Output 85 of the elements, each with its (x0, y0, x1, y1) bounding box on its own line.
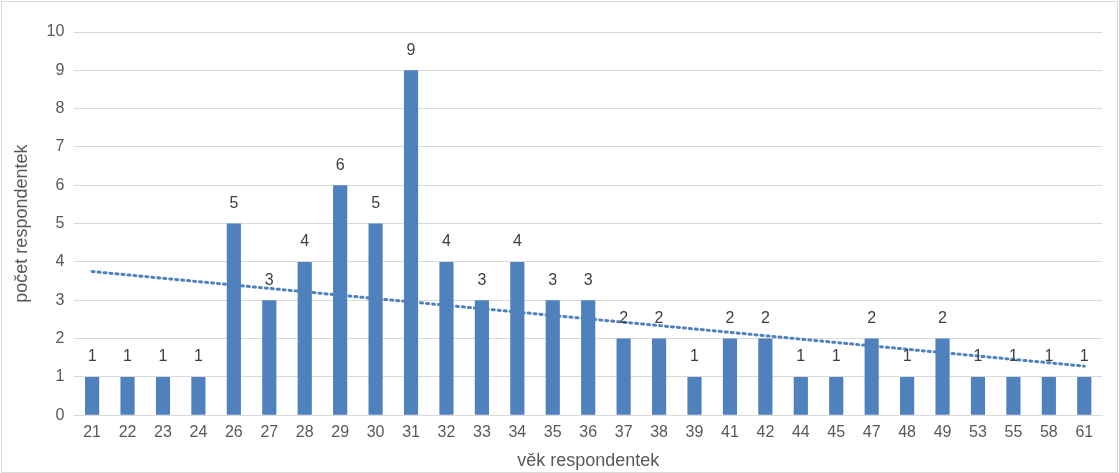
data-label: 1 (158, 347, 168, 365)
data-label: 1 (796, 347, 806, 365)
x-tick-label: 26 (224, 423, 243, 441)
y-tick-label: 5 (55, 214, 65, 232)
y-tick-label: 9 (55, 60, 65, 78)
x-axis-title: věk respondentek (517, 450, 661, 471)
bar (1077, 376, 1092, 415)
data-label: 1 (831, 347, 841, 365)
bar (1006, 376, 1021, 415)
data-label: 1 (1079, 347, 1089, 365)
data-label: 3 (477, 270, 487, 288)
y-axis-title: počet respondentek (10, 143, 31, 303)
data-label: 5 (371, 194, 381, 212)
x-tick-label: 28 (295, 423, 314, 441)
x-tick-label: 27 (260, 423, 279, 441)
data-label: 2 (725, 308, 735, 326)
data-label: 1 (1008, 347, 1018, 365)
data-label: 5 (229, 194, 239, 212)
x-tick-label: 34 (508, 423, 527, 441)
y-tick-label: 6 (55, 175, 65, 193)
x-tick-label: 53 (969, 423, 987, 441)
data-label: 1 (902, 347, 912, 365)
x-tick-label: 38 (650, 423, 669, 441)
x-tick-label: 22 (118, 423, 137, 441)
x-tick-label: 30 (366, 423, 385, 441)
data-label: 2 (867, 308, 877, 326)
bar (616, 338, 631, 415)
data-label: 4 (512, 232, 522, 250)
y-tick-label: 3 (55, 290, 65, 308)
data-label: 3 (548, 270, 558, 288)
bar (687, 376, 702, 415)
x-tick-label: 23 (154, 423, 172, 441)
data-label: 1 (123, 347, 133, 365)
x-tick-label: 42 (756, 423, 775, 441)
x-tick-label: 41 (721, 423, 739, 441)
x-tick-label: 35 (543, 423, 562, 441)
y-tick-label: 7 (55, 137, 65, 155)
y-tick-label: 0 (55, 405, 65, 423)
bar (1041, 376, 1056, 415)
x-tick-label: 32 (437, 423, 456, 441)
x-tick-label: 21 (83, 423, 102, 441)
x-tick-label: 61 (1075, 423, 1094, 441)
x-tick-label: 47 (862, 423, 881, 441)
x-tick-label: 58 (1039, 423, 1058, 441)
x-tick-label: 31 (402, 423, 421, 441)
y-tick-label: 10 (46, 22, 65, 40)
y-tick-label: 8 (55, 99, 65, 117)
bar (262, 300, 277, 415)
bar (191, 376, 206, 415)
data-label: 2 (760, 308, 770, 326)
bar (793, 376, 808, 415)
data-label: 1 (87, 347, 97, 365)
bar (651, 338, 667, 415)
x-tick-label: 55 (1004, 423, 1023, 441)
data-label: 1 (1044, 347, 1054, 365)
data-label: 1 (690, 347, 700, 365)
bar (722, 338, 738, 415)
data-label: 6 (335, 155, 345, 173)
y-tick-label: 1 (55, 367, 65, 385)
x-tick-label: 36 (579, 423, 598, 441)
x-tick-label: 29 (331, 423, 350, 441)
data-label: 2 (938, 308, 948, 326)
x-tick-label: 45 (827, 423, 846, 441)
bar (829, 376, 844, 415)
data-label: 3 (583, 270, 593, 288)
data-label: 1 (193, 347, 203, 365)
x-tick-label: 33 (473, 423, 491, 441)
bar (900, 376, 915, 415)
bar (155, 376, 171, 415)
bar (120, 376, 135, 415)
y-tick-label: 4 (55, 252, 65, 270)
x-tick-label: 37 (614, 423, 633, 441)
bar (85, 376, 100, 415)
x-tick-label: 48 (898, 423, 917, 441)
bar (970, 376, 986, 415)
data-label: 3 (264, 270, 274, 288)
x-tick-label: 24 (189, 423, 208, 441)
x-tick-label: 44 (791, 423, 810, 441)
x-tick-label: 39 (685, 423, 704, 441)
data-label: 9 (406, 40, 416, 58)
data-label: 2 (654, 308, 664, 326)
data-label: 4 (442, 232, 452, 250)
y-tick-label: 2 (55, 328, 65, 346)
x-tick-label: 49 (933, 423, 952, 441)
data-label: 4 (300, 232, 310, 250)
